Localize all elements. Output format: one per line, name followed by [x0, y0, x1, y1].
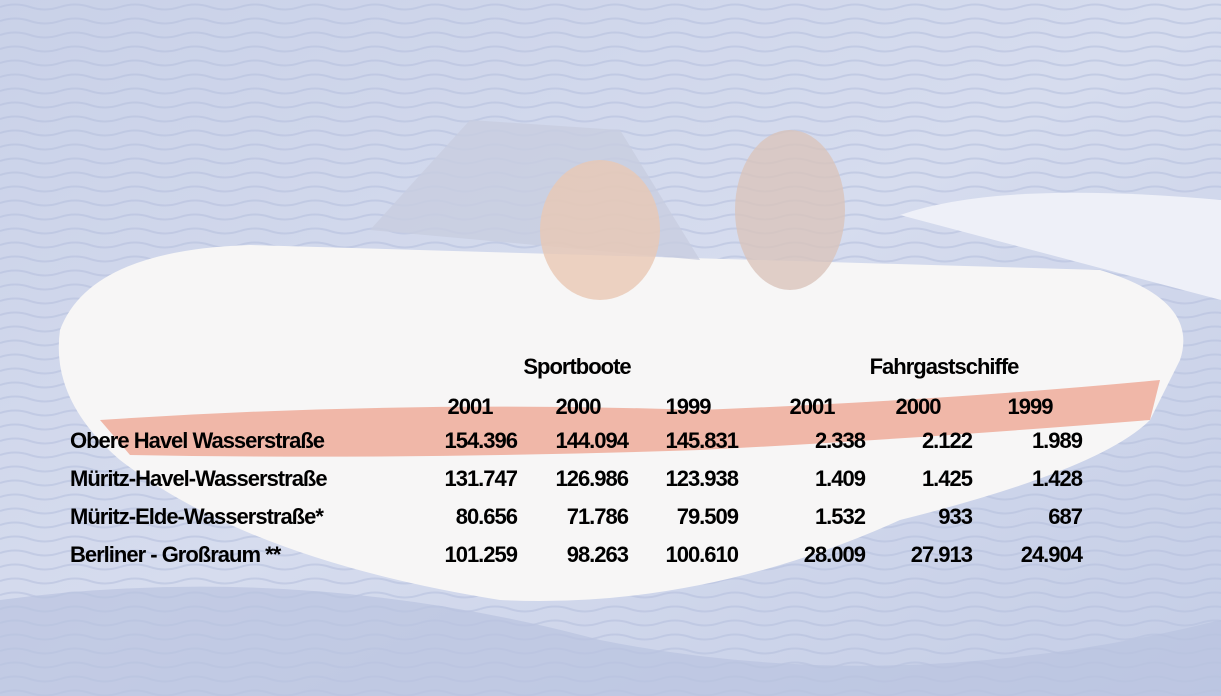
person — [735, 130, 845, 290]
year-header: 2000 — [895, 394, 942, 419]
row-label: Müritz-Elde-Wasserstraße* — [70, 504, 324, 529]
year-header: 1999 — [1007, 394, 1054, 419]
value-cell: 98.263 — [566, 542, 629, 567]
value-cell: 24.904 — [1020, 542, 1083, 567]
value-cell: 27.913 — [910, 542, 973, 567]
group-header: Sportboote — [523, 354, 631, 379]
value-cell: 80.656 — [455, 504, 518, 529]
value-cell: 1.409 — [814, 466, 866, 491]
value-cell: 126.986 — [555, 466, 629, 491]
row-label: Müritz-Havel-Wasserstraße — [70, 466, 328, 491]
row-label: Obere Havel Wasserstraße — [70, 428, 325, 453]
value-cell: 71.786 — [566, 504, 629, 529]
value-cell: 145.831 — [665, 428, 739, 453]
value-cell: 2.338 — [814, 428, 866, 453]
wake — [0, 586, 1221, 696]
spray — [900, 192, 1221, 300]
boat-stripe — [100, 380, 1160, 457]
value-cell: 100.610 — [665, 542, 739, 567]
value-cell: 79.509 — [676, 504, 739, 529]
group-header: Fahrgastschiffe — [869, 354, 1020, 379]
value-cell: 1.428 — [1031, 466, 1083, 491]
year-header: 2001 — [789, 394, 836, 419]
person — [540, 160, 660, 300]
year-header: 2000 — [555, 394, 602, 419]
value-cell: 2.122 — [921, 428, 973, 453]
value-cell: 28.009 — [803, 542, 866, 567]
value-cell: 101.259 — [444, 542, 518, 567]
value-cell: 144.094 — [555, 428, 629, 453]
value-cell: 1.425 — [921, 466, 973, 491]
value-cell: 131.747 — [444, 466, 518, 491]
row-label: Berliner - Großraum ** — [70, 542, 281, 567]
year-header: 1999 — [665, 394, 712, 419]
value-cell: 933 — [938, 504, 973, 529]
value-cell: 123.938 — [665, 466, 739, 491]
value-cell: 687 — [1048, 504, 1083, 529]
value-cell: 1.532 — [814, 504, 866, 529]
year-header: 2001 — [447, 394, 494, 419]
value-cell: 154.396 — [444, 428, 518, 453]
value-cell: 1.989 — [1031, 428, 1083, 453]
